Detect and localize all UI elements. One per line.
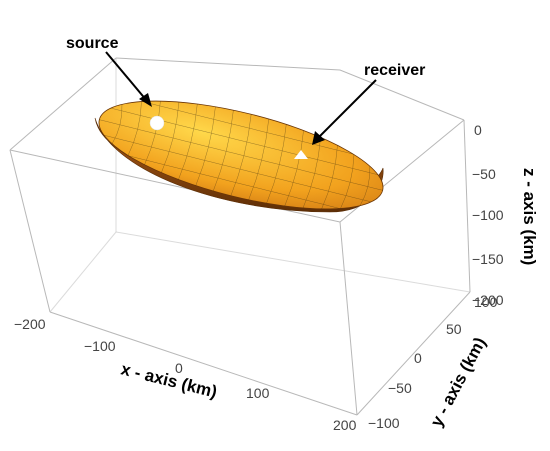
z-tick: −50	[472, 166, 496, 182]
x-tick: 200	[333, 417, 357, 433]
receiver-label: receiver	[364, 62, 425, 79]
half-ellipsoid-surface	[94, 100, 384, 213]
mesh-line	[104, 135, 372, 203]
z-tick: −200	[472, 292, 504, 308]
y-axis: −100 −50 0 50 100 y - axis (km)	[368, 294, 498, 431]
y-tick: −100	[368, 415, 400, 431]
source-marker	[149, 115, 165, 131]
x-axis: −200 −100 0 100 200 x - axis (km)	[14, 316, 357, 433]
z-tick: 0	[474, 122, 482, 138]
x-tick: −100	[84, 338, 116, 354]
source-callout: source	[66, 35, 152, 107]
x-tick: −200	[14, 316, 46, 332]
x-tick: 100	[246, 385, 270, 401]
receiver-callout: receiver	[312, 62, 425, 145]
mesh-line	[128, 155, 340, 209]
mesh-line	[142, 101, 354, 155]
y-axis-title: y - axis (km)	[427, 334, 490, 430]
y-tick: −50	[388, 380, 412, 396]
z-tick: −150	[472, 251, 504, 267]
y-tick: 50	[446, 321, 462, 337]
z-axis-title: z - axis (km)	[520, 168, 539, 265]
z-tick: −100	[472, 207, 504, 223]
x-tick: 0	[175, 360, 183, 376]
receiver-marker	[294, 150, 308, 159]
mesh-line	[99, 119, 383, 191]
y-tick: 100	[474, 294, 498, 310]
x-axis-title: x - axis (km)	[119, 359, 219, 401]
source-label: source	[66, 35, 119, 52]
z-axis: 0 −50 −100 −150 −200 z - axis (km)	[472, 122, 539, 308]
y-tick: 0	[414, 350, 422, 366]
bounding-box	[9, 57, 471, 416]
